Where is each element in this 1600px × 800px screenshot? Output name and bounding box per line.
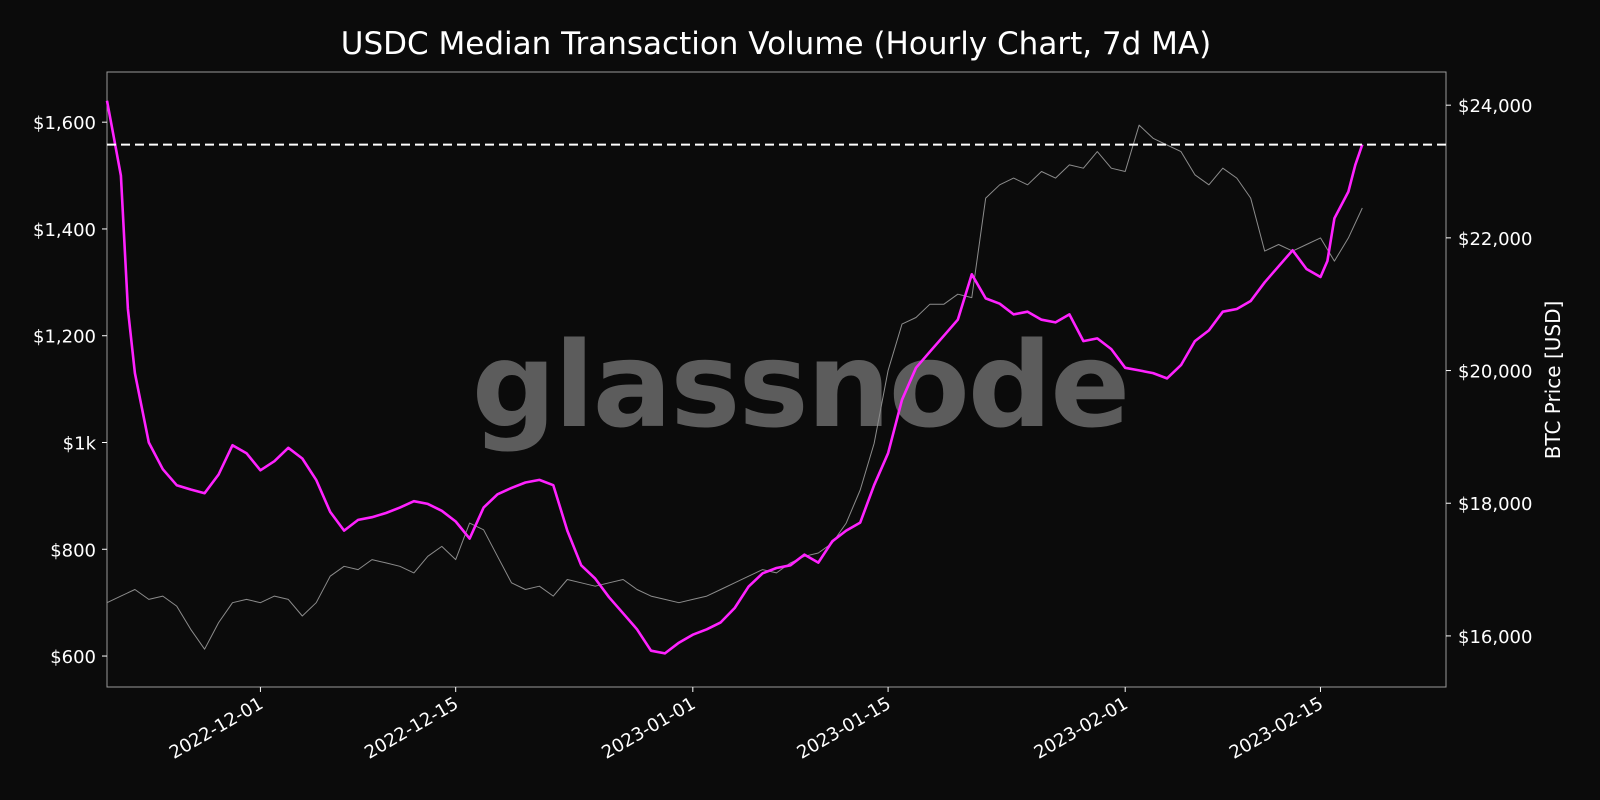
volume-series: [105, 100, 1364, 655]
btc-price-line: [106, 124, 1363, 650]
left-tick-label: $1k: [63, 433, 97, 454]
left-axis: $600 $800 $1k $1,200 $1,400 $1,600: [33, 113, 107, 668]
plot-area: [106, 71, 1447, 688]
watermark: glassnode: [472, 316, 1129, 454]
right-axis: $16,000 $18,000 $20,000 $22,000 $24,000: [1446, 96, 1532, 648]
left-tick-label: $600: [50, 647, 96, 668]
right-axis-label: BTC Price [USD]: [1541, 301, 1565, 460]
right-tick-label: $22,000: [1458, 229, 1532, 250]
left-tick-label: $1,400: [33, 220, 96, 241]
left-tick-label: $800: [50, 540, 96, 561]
right-tick-label: $24,000: [1458, 96, 1532, 117]
left-tick-label: $1,600: [33, 113, 96, 134]
chart-title: USDC Median Transaction Volume (Hourly C…: [341, 26, 1211, 62]
right-tick-label: $20,000: [1458, 362, 1532, 383]
usdc-volume-line: [105, 100, 1364, 655]
right-tick-label: $18,000: [1458, 494, 1532, 515]
right-tick-label: $16,000: [1458, 627, 1532, 648]
left-tick-label: $1,200: [33, 327, 96, 348]
price-series: [106, 124, 1363, 650]
